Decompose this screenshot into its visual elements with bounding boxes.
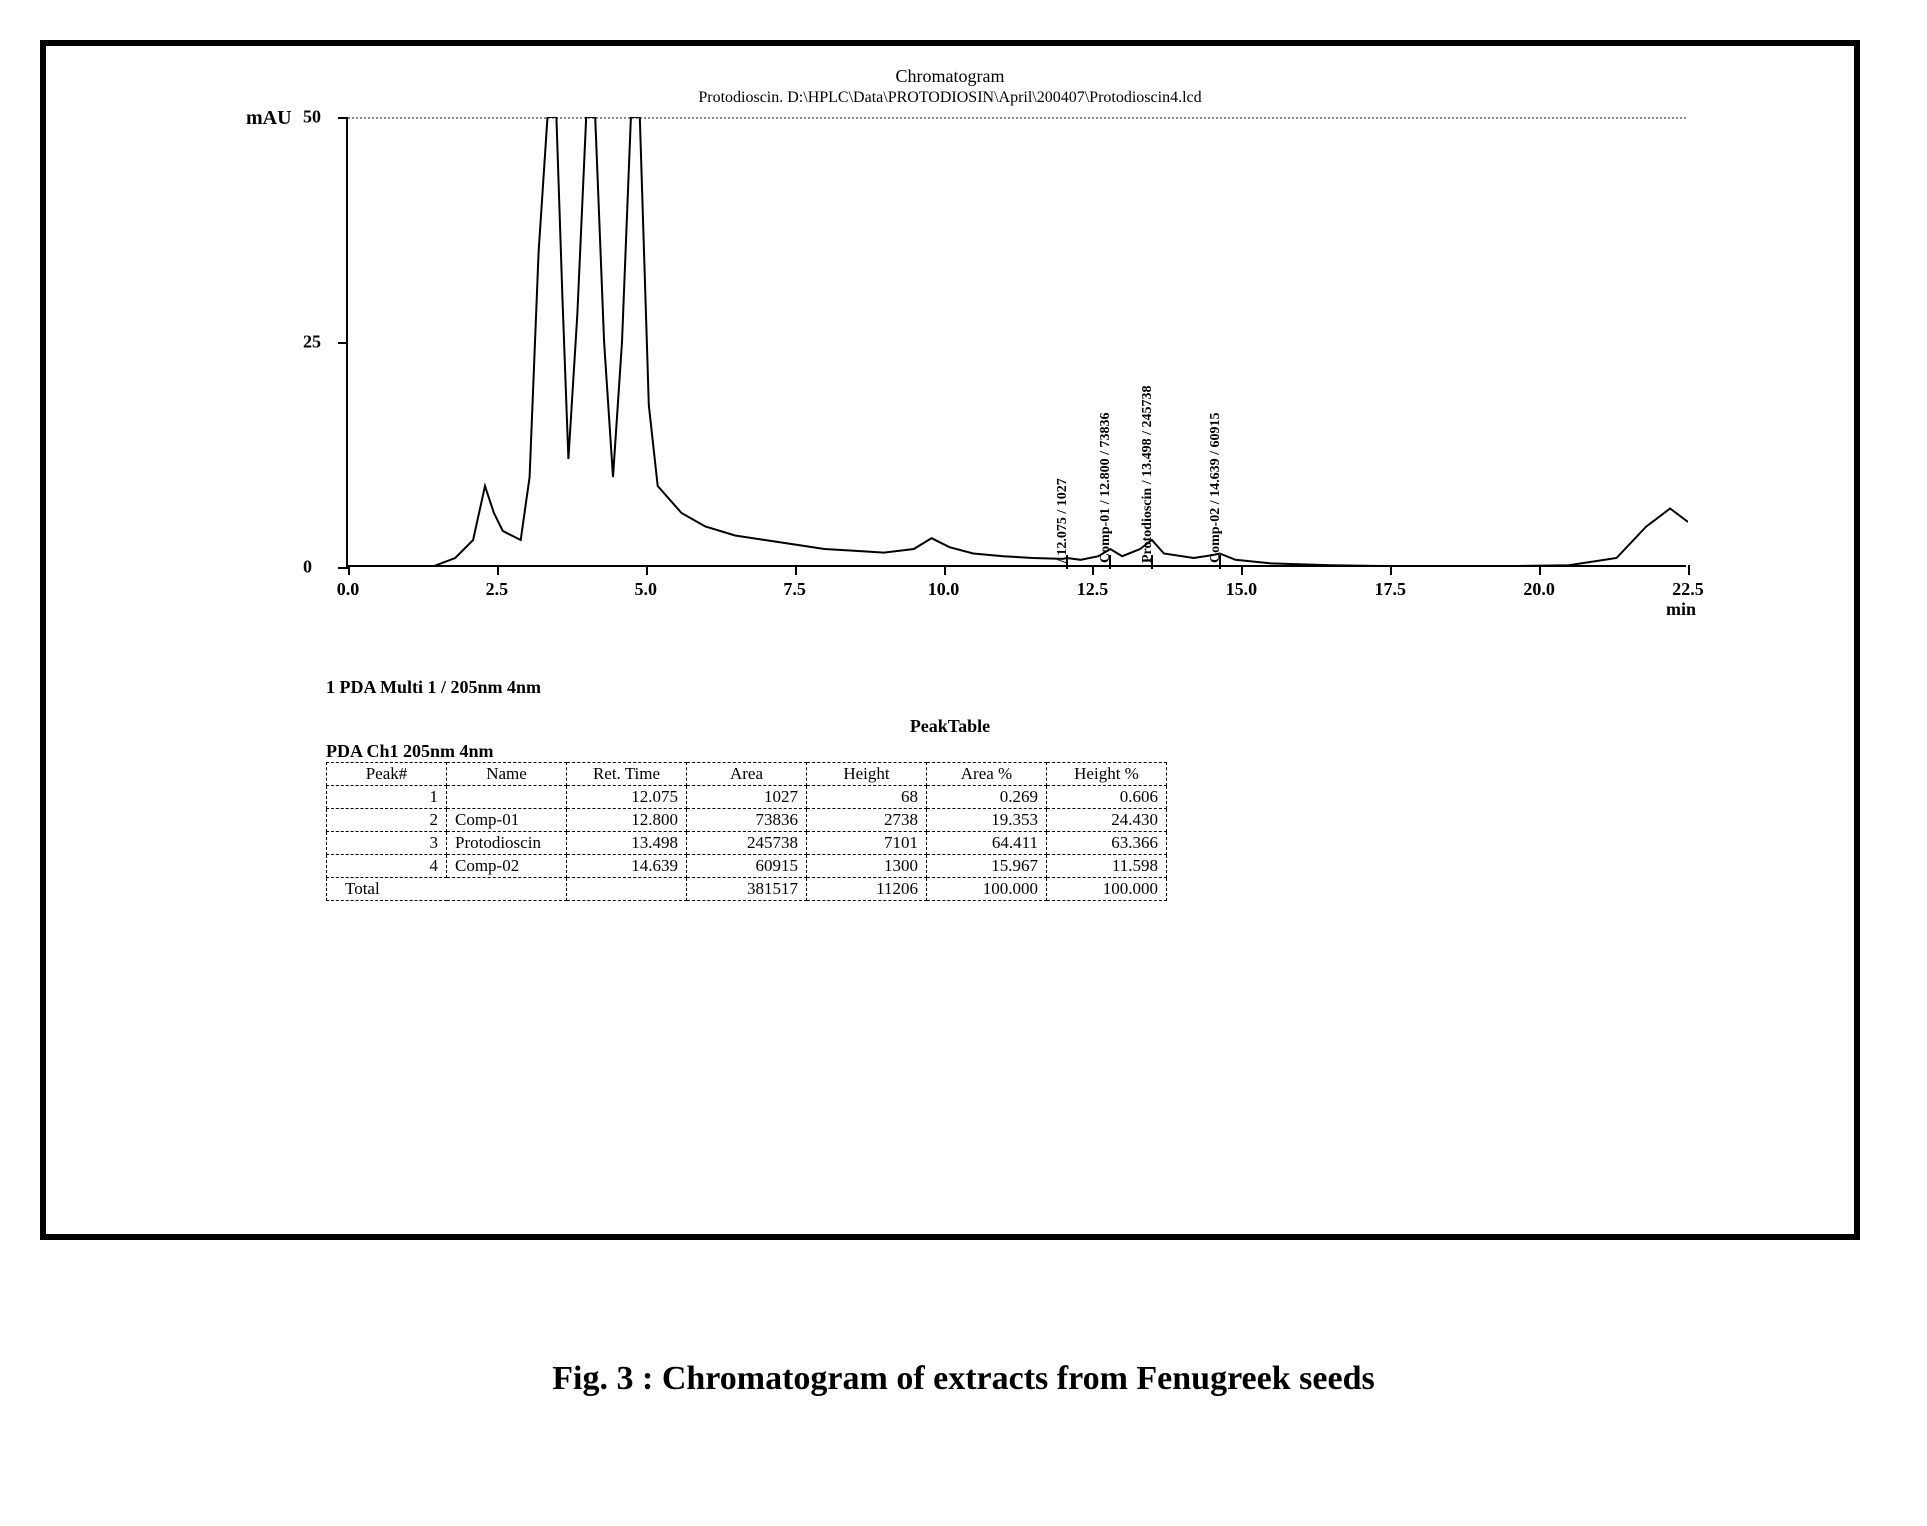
table-cell: 11206 <box>807 878 927 901</box>
table-cell: 12.800 <box>567 809 687 832</box>
x-tick-label: 10.0 <box>928 579 960 600</box>
y-tick-label: 0 <box>303 557 312 578</box>
table-total-row: Total38151711206100.000100.000 <box>327 878 1167 901</box>
x-tick-label: 20.0 <box>1523 579 1555 600</box>
table-cell: 64.411 <box>927 832 1047 855</box>
table-cell: 1 <box>327 786 447 809</box>
peak-annotation: Protodioscin / 13.498 / 245738 <box>1140 386 1156 563</box>
table-cell: Comp-01 <box>447 809 567 832</box>
table-cell: Comp-02 <box>447 855 567 878</box>
table-cell: 14.639 <box>567 855 687 878</box>
x-tick-label: 22.5 <box>1672 579 1704 600</box>
table-cell: 73836 <box>687 809 807 832</box>
table-cell: 100.000 <box>927 878 1047 901</box>
plot-region: min 025500.02.55.07.510.012.515.017.520.… <box>346 117 1686 567</box>
y-tick-label: 25 <box>303 332 321 353</box>
table-cell: Protodioscin <box>447 832 567 855</box>
table-cell <box>567 878 687 901</box>
table-row: 2Comp-0112.80073836273819.35324.430 <box>327 809 1167 832</box>
table-cell: 15.967 <box>927 855 1047 878</box>
peaktable-title: PeakTable <box>106 716 1794 737</box>
peak-annotation: Comp-02 / 14.639 / 60915 <box>1208 413 1224 564</box>
table-row: 1 12.0751027680.2690.606 <box>327 786 1167 809</box>
chart-area: mAU min 025500.02.55.07.510.012.515.017.… <box>306 117 1706 617</box>
table-total-label: Total <box>327 878 567 901</box>
chart-subtitle: Protodioscin. D:\HPLC\Data\PROTODIOSIN\A… <box>106 89 1794 107</box>
table-cell: 11.598 <box>1047 855 1167 878</box>
table-cell: 0.606 <box>1047 786 1167 809</box>
table-cell: 0.269 <box>927 786 1047 809</box>
table-cell: 12.075 <box>567 786 687 809</box>
y-axis-label: mAU <box>246 107 292 130</box>
chromatogram-trace <box>348 117 1688 567</box>
table-row: 3Protodioscin13.498245738710164.41163.36… <box>327 832 1167 855</box>
table-row: 4Comp-0214.63960915130015.96711.598 <box>327 855 1167 878</box>
table-cell: 60915 <box>687 855 807 878</box>
x-tick-label: 0.0 <box>337 579 360 600</box>
table-column-header: Area % <box>927 763 1047 786</box>
table-cell: 100.000 <box>1047 878 1167 901</box>
table-cell: 1300 <box>807 855 927 878</box>
table-column-header: Ret. Time <box>567 763 687 786</box>
table-column-header: Height <box>807 763 927 786</box>
table-cell: 2738 <box>807 809 927 832</box>
x-tick-label: 15.0 <box>1226 579 1258 600</box>
table-cell: 7101 <box>807 832 927 855</box>
table-column-header: Name <box>447 763 567 786</box>
table-cell: 3 <box>327 832 447 855</box>
peak-table: Peak#NameRet. TimeAreaHeightArea %Height… <box>326 762 1167 901</box>
table-cell: 68 <box>807 786 927 809</box>
table-cell <box>447 786 567 809</box>
table-cell: 381517 <box>687 878 807 901</box>
table-column-header: Area <box>687 763 807 786</box>
y-tick <box>338 117 348 119</box>
table-column-header: Peak# <box>327 763 447 786</box>
y-tick-label: 50 <box>303 107 321 128</box>
x-axis-unit: min <box>1666 599 1696 620</box>
table-cell: 245738 <box>687 832 807 855</box>
x-tick <box>1688 565 1690 575</box>
figure-caption: Fig. 3 : Chromatogram of extracts from F… <box>40 1360 1887 1398</box>
table-header-row: Peak#NameRet. TimeAreaHeightArea %Height… <box>327 763 1167 786</box>
chart-title: Chromatogram <box>106 66 1794 87</box>
x-tick-label: 2.5 <box>486 579 509 600</box>
table-cell: 24.430 <box>1047 809 1167 832</box>
peaktable-channel: PDA Ch1 205nm 4nm <box>326 741 1794 762</box>
channel-label: 1 PDA Multi 1 / 205nm 4nm <box>326 677 1794 698</box>
table-cell: 19.353 <box>927 809 1047 832</box>
table-cell: 2 <box>327 809 447 832</box>
figure-frame: Chromatogram Protodioscin. D:\HPLC\Data\… <box>40 40 1860 1240</box>
table-cell: 63.366 <box>1047 832 1167 855</box>
table-cell: 4 <box>327 855 447 878</box>
x-tick-label: 7.5 <box>783 579 806 600</box>
y-tick <box>338 567 348 569</box>
x-tick-label: 17.5 <box>1374 579 1406 600</box>
table-cell: 1027 <box>687 786 807 809</box>
table-column-header: Height % <box>1047 763 1167 786</box>
peak-annotation: Comp-01 / 12.800 / 73836 <box>1098 413 1114 564</box>
peak-annotation: / 12.075 / 1027 <box>1055 478 1071 563</box>
table-cell: 13.498 <box>567 832 687 855</box>
x-tick-label: 5.0 <box>635 579 658 600</box>
x-tick-label: 12.5 <box>1077 579 1109 600</box>
y-tick <box>338 342 348 344</box>
